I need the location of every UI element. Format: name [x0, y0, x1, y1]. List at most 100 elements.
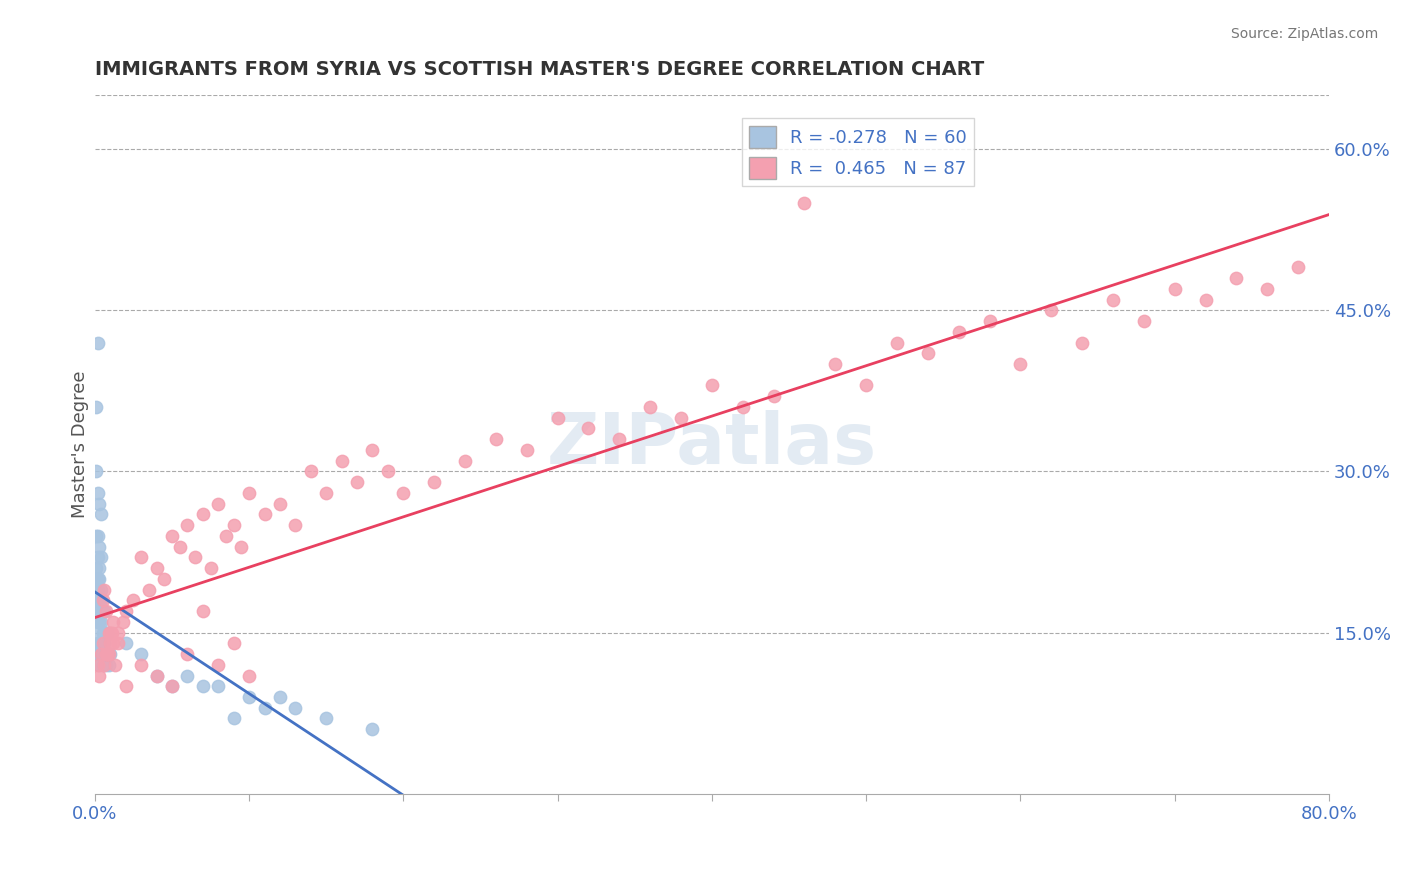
Point — [89, 657, 111, 672]
Point — [700, 378, 723, 392]
Point — [284, 700, 307, 714]
Point — [1133, 314, 1156, 328]
Point — [97, 657, 120, 672]
Point — [89, 540, 111, 554]
Point — [86, 625, 108, 640]
Point — [87, 636, 110, 650]
Point — [145, 668, 167, 682]
Point — [160, 679, 183, 693]
Point — [176, 647, 198, 661]
Point — [91, 604, 114, 618]
Point — [87, 335, 110, 350]
Point — [1010, 357, 1032, 371]
Point — [122, 593, 145, 607]
Point — [86, 604, 108, 618]
Point — [97, 625, 120, 640]
Point — [346, 475, 368, 490]
Point — [200, 561, 222, 575]
Point — [160, 679, 183, 693]
Point — [87, 572, 110, 586]
Point — [184, 550, 207, 565]
Point — [222, 711, 245, 725]
Point — [176, 518, 198, 533]
Point — [315, 486, 337, 500]
Point — [547, 410, 569, 425]
Point — [207, 679, 229, 693]
Point — [93, 636, 115, 650]
Point — [207, 657, 229, 672]
Point — [886, 335, 908, 350]
Point — [98, 625, 121, 640]
Legend: R = -0.278   N = 60, R =  0.465   N = 87: R = -0.278 N = 60, R = 0.465 N = 87 — [742, 119, 974, 186]
Text: Source: ZipAtlas.com: Source: ZipAtlas.com — [1230, 27, 1378, 41]
Point — [90, 593, 112, 607]
Point — [89, 572, 111, 586]
Point — [1164, 282, 1187, 296]
Point — [91, 625, 114, 640]
Point — [979, 314, 1001, 328]
Point — [638, 400, 661, 414]
Point — [90, 647, 112, 661]
Point — [238, 486, 260, 500]
Point — [87, 550, 110, 565]
Point — [96, 647, 118, 661]
Point — [299, 464, 322, 478]
Point — [107, 636, 129, 650]
Point — [90, 508, 112, 522]
Point — [87, 486, 110, 500]
Point — [238, 668, 260, 682]
Point — [91, 593, 114, 607]
Point — [94, 657, 117, 672]
Point — [578, 421, 600, 435]
Point — [485, 432, 508, 446]
Point — [423, 475, 446, 490]
Point — [762, 389, 785, 403]
Point — [87, 593, 110, 607]
Point — [669, 410, 692, 425]
Text: IMMIGRANTS FROM SYRIA VS SCOTTISH MASTER'S DEGREE CORRELATION CHART: IMMIGRANTS FROM SYRIA VS SCOTTISH MASTER… — [94, 60, 984, 78]
Point — [1286, 260, 1309, 275]
Point — [90, 636, 112, 650]
Point — [90, 582, 112, 597]
Point — [238, 690, 260, 704]
Point — [917, 346, 939, 360]
Point — [392, 486, 415, 500]
Point — [93, 582, 115, 597]
Point — [97, 647, 120, 661]
Point — [222, 518, 245, 533]
Y-axis label: Master's Degree: Master's Degree — [72, 371, 89, 518]
Point — [215, 529, 238, 543]
Point — [1040, 303, 1063, 318]
Point — [129, 550, 152, 565]
Point — [89, 497, 111, 511]
Point — [90, 615, 112, 629]
Point — [222, 636, 245, 650]
Point — [855, 378, 877, 392]
Point — [114, 679, 136, 693]
Point — [607, 432, 630, 446]
Point — [191, 679, 214, 693]
Point — [86, 561, 108, 575]
Point — [89, 615, 111, 629]
Point — [516, 442, 538, 457]
Point — [1194, 293, 1216, 307]
Point — [948, 325, 970, 339]
Point — [93, 604, 115, 618]
Point — [86, 400, 108, 414]
Point — [114, 636, 136, 650]
Point — [93, 657, 115, 672]
Point — [731, 400, 754, 414]
Point — [86, 529, 108, 543]
Point — [87, 529, 110, 543]
Point — [253, 508, 276, 522]
Point — [89, 561, 111, 575]
Point — [1102, 293, 1125, 307]
Point — [98, 647, 121, 661]
Point — [284, 518, 307, 533]
Point — [129, 657, 152, 672]
Point — [169, 540, 191, 554]
Point — [90, 550, 112, 565]
Point — [94, 604, 117, 618]
Point — [1256, 282, 1278, 296]
Point — [207, 497, 229, 511]
